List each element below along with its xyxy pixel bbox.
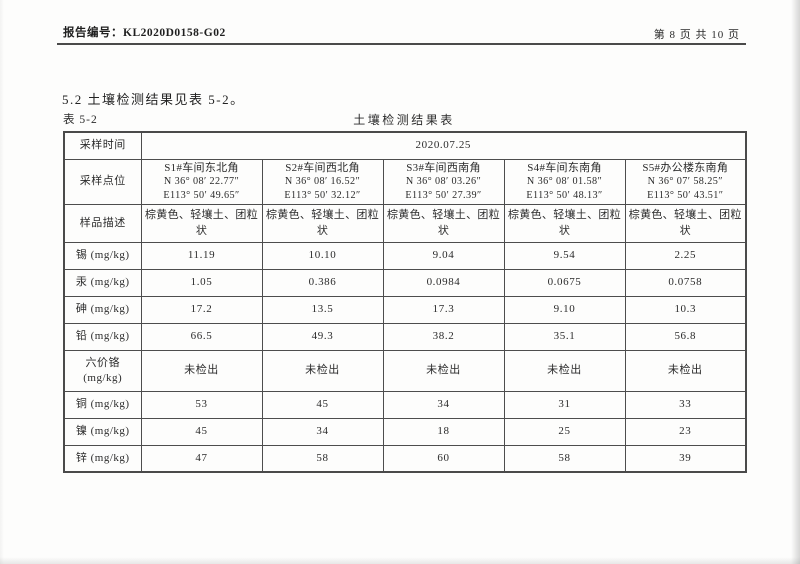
sampling-point-lon: E113° 50′ 32.12″ xyxy=(284,190,361,202)
sampling-point-cell: S5#办公楼东南角 N 36° 07′ 58.25″ E113° 50′ 43.… xyxy=(624,158,747,205)
sampling-point-cell: S1#车间东北角 N 36° 08′ 22.77″ E113° 50′ 49.6… xyxy=(140,158,263,205)
report-number-value: KL2020D0158-G02 xyxy=(123,27,226,39)
sampling-point-lat: N 36° 08′ 01.58″ xyxy=(526,176,603,188)
measurement-value: 1.05 xyxy=(140,268,263,297)
measurement-value: 25 xyxy=(503,417,626,446)
sample-description-value: 棕黄色、轻壤土、团粒状 xyxy=(261,203,384,243)
page-indicator: 第 8 页 共 10 页 xyxy=(653,29,740,41)
table-caption-title: 土壤检测结果表 xyxy=(353,113,455,127)
measurement-value: 10.10 xyxy=(261,241,384,270)
analyte-label: 锌 (mg/kg) xyxy=(63,444,142,473)
measurement-value: 34 xyxy=(261,417,384,446)
report-number: 报告编号：KL2020D0158-G02 xyxy=(63,24,226,40)
measurement-value: 17.3 xyxy=(382,295,505,324)
sampling-time-label: 采样时间 xyxy=(63,131,142,160)
sampling-point-cell: S4#车间东南角 N 36° 08′ 01.58″ E113° 50′ 48.1… xyxy=(503,158,626,205)
sample-description-value: 棕黄色、轻壤土、团粒状 xyxy=(503,203,626,243)
measurement-value: 45 xyxy=(261,390,384,419)
table-row-copper: 铜 (mg/kg) 53 45 34 31 33 xyxy=(63,390,747,419)
sampling-point-lon: E113° 50′ 49.65″ xyxy=(163,190,240,202)
sampling-point-lat: N 36° 08′ 16.52″ xyxy=(284,176,361,188)
measurement-value: 9.54 xyxy=(503,241,626,270)
measurement-value: 53 xyxy=(140,390,263,419)
sampling-point-lon: E113° 50′ 43.51″ xyxy=(647,190,724,202)
analyte-label: 镍 (mg/kg) xyxy=(63,417,142,446)
measurement-value: 58 xyxy=(503,444,626,473)
sample-description-label: 样品描述 xyxy=(63,203,142,243)
table-row-sample-description: 样品描述 棕黄色、轻壤土、团粒状 棕黄色、轻壤土、团粒状 棕黄色、轻壤土、团粒状… xyxy=(63,203,747,243)
measurement-value: 9.04 xyxy=(382,241,505,270)
table-row-nickel: 镍 (mg/kg) 45 34 18 25 23 xyxy=(63,417,747,446)
analyte-label: 六价铬 (mg/kg) xyxy=(63,349,142,392)
measurement-value: 35.1 xyxy=(503,322,626,351)
measurement-value: 0.0984 xyxy=(382,268,505,297)
measurement-value: 未检出 xyxy=(382,349,505,392)
sampling-point-lon: E113° 50′ 27.39″ xyxy=(405,190,482,202)
measurement-value: 66.5 xyxy=(140,322,263,351)
measurement-value: 未检出 xyxy=(624,349,747,392)
measurement-value: 18 xyxy=(382,417,505,446)
table-caption-label: 表 5-2 xyxy=(63,114,98,126)
table-row-mercury: 汞 (mg/kg) 1.05 0.386 0.0984 0.0675 0.075… xyxy=(63,268,747,297)
measurement-value: 11.19 xyxy=(140,241,263,270)
sample-description-value: 棕黄色、轻壤土、团粒状 xyxy=(140,203,263,243)
sampling-point-name: S2#车间西北角 xyxy=(285,161,360,174)
analyte-label: 汞 (mg/kg) xyxy=(63,268,142,297)
sampling-point-lon: E113° 50′ 48.13″ xyxy=(526,190,603,202)
measurement-value: 2.25 xyxy=(624,241,747,270)
report-number-label: 报告编号： xyxy=(63,27,123,39)
measurement-value: 未检出 xyxy=(140,349,263,392)
sampling-points-label: 采样点位 xyxy=(63,158,142,205)
header-divider xyxy=(57,43,746,45)
measurement-value: 33 xyxy=(624,390,747,419)
table-row-sampling-time: 采样时间 2020.07.25 xyxy=(63,131,747,160)
measurement-value: 56.8 xyxy=(624,322,747,351)
measurement-value: 未检出 xyxy=(503,349,626,392)
sampling-time-value: 2020.07.25 xyxy=(140,131,747,160)
sampling-point-cell: S3#车间西南角 N 36° 08′ 03.26″ E113° 50′ 27.3… xyxy=(382,158,505,205)
analyte-label: 铅 (mg/kg) xyxy=(63,322,142,351)
measurement-value: 10.3 xyxy=(624,295,747,324)
analyte-label: 铜 (mg/kg) xyxy=(63,390,142,419)
sampling-point-lat: N 36° 08′ 22.77″ xyxy=(163,176,240,188)
measurement-value: 0.0675 xyxy=(503,268,626,297)
sampling-point-name: S4#车间东南角 xyxy=(527,161,602,174)
measurement-value: 未检出 xyxy=(261,349,384,392)
measurement-value: 23 xyxy=(624,417,747,446)
sampling-point-lat: N 36° 08′ 03.26″ xyxy=(405,176,482,188)
table-row-zinc: 锌 (mg/kg) 47 58 60 58 39 xyxy=(63,444,747,473)
table-row-arsenic: 砷 (mg/kg) 17.2 13.5 17.3 9.10 10.3 xyxy=(63,295,747,324)
table-row-hexavalent-chromium: 六价铬 (mg/kg) 未检出 未检出 未检出 未检出 未检出 xyxy=(63,349,747,392)
measurement-value: 34 xyxy=(382,390,505,419)
measurement-value: 13.5 xyxy=(261,295,384,324)
table-row-tin: 锡 (mg/kg) 11.19 10.10 9.04 9.54 2.25 xyxy=(63,241,747,270)
measurement-value: 39 xyxy=(624,444,747,473)
sample-description-value: 棕黄色、轻壤土、团粒状 xyxy=(624,203,747,243)
measurement-value: 58 xyxy=(261,444,384,473)
sampling-point-cell: S2#车间西北角 N 36° 08′ 16.52″ E113° 50′ 32.1… xyxy=(261,158,384,205)
measurement-value: 38.2 xyxy=(382,322,505,351)
measurement-value: 31 xyxy=(503,390,626,419)
measurement-value: 45 xyxy=(140,417,263,446)
table-row-lead: 铅 (mg/kg) 66.5 49.3 38.2 35.1 56.8 xyxy=(63,322,747,351)
sampling-point-name: S5#办公楼东南角 xyxy=(642,161,729,174)
measurement-value: 0.386 xyxy=(261,268,384,297)
analyte-label: 锡 (mg/kg) xyxy=(63,241,142,270)
measurement-value: 0.0758 xyxy=(624,268,747,297)
measurement-value: 17.2 xyxy=(140,295,263,324)
analyte-label: 砷 (mg/kg) xyxy=(63,295,142,324)
measurement-value: 47 xyxy=(140,444,263,473)
sample-description-value: 棕黄色、轻壤土、团粒状 xyxy=(382,203,505,243)
measurement-value: 49.3 xyxy=(261,322,384,351)
sampling-point-name: S3#车间西南角 xyxy=(406,161,481,174)
sampling-point-lat: N 36° 07′ 58.25″ xyxy=(647,176,723,188)
table-caption: 表 5-2 土壤检测结果表 xyxy=(63,111,745,129)
section-heading: 5.2 土壤检测结果见表 5-2。 xyxy=(62,92,245,107)
measurement-value: 9.10 xyxy=(503,295,626,324)
table-row-sampling-points: 采样点位 S1#车间东北角 N 36° 08′ 22.77″ E113° 50′… xyxy=(63,158,747,205)
soil-results-table: 采样时间 2020.07.25 采样点位 S1#车间东北角 N 36° 08′ … xyxy=(63,131,748,474)
measurement-value: 60 xyxy=(382,444,505,473)
sampling-point-name: S1#车间东北角 xyxy=(164,161,239,174)
